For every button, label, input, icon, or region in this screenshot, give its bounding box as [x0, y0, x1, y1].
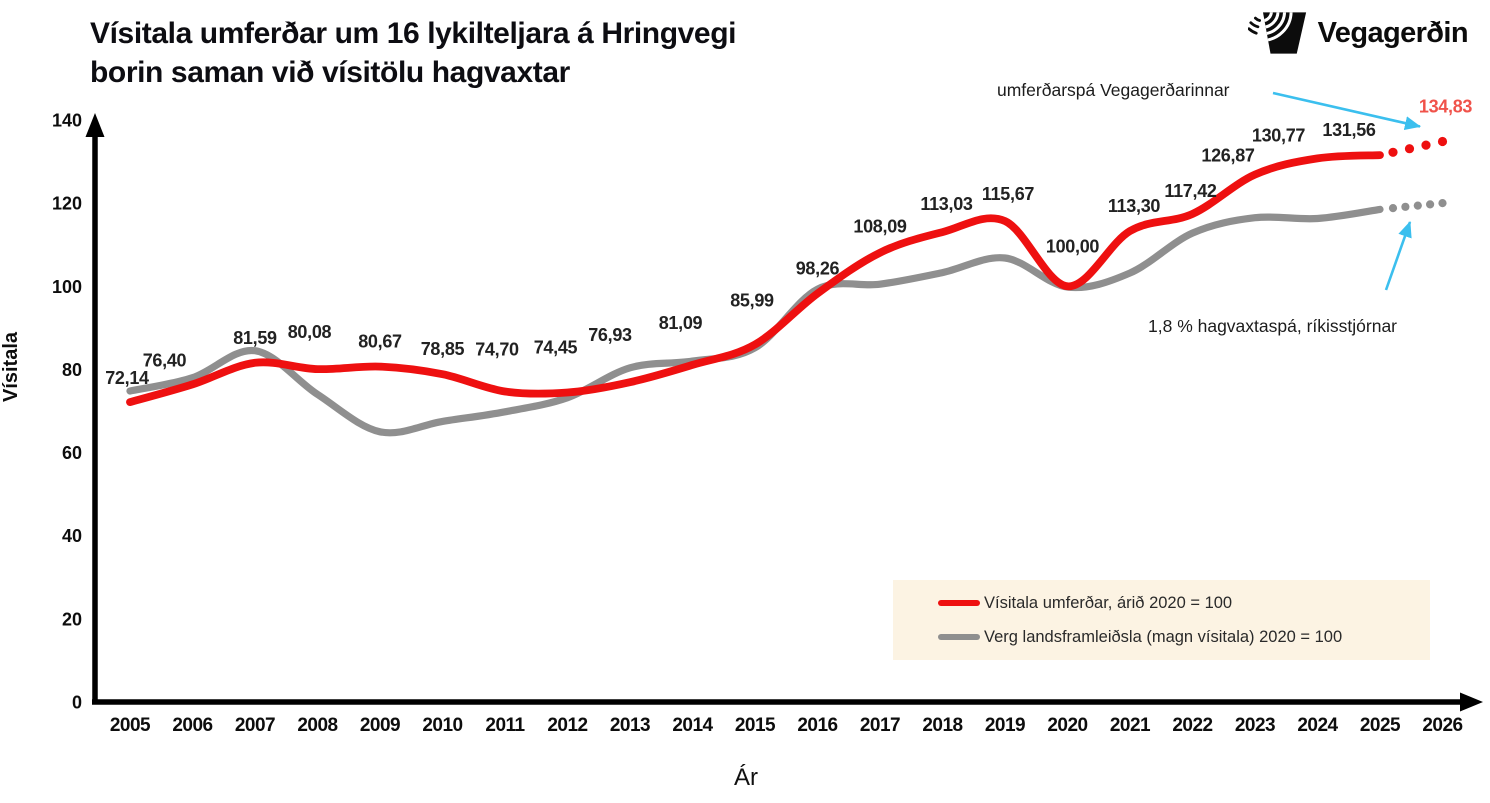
traffic-series-line [126, 151, 1384, 406]
data-label: 78,85 [421, 339, 465, 359]
x-tick-label: 2014 [672, 715, 713, 736]
y-tick-label: 80 [62, 360, 82, 380]
annotation-gdp-forecast: 1,8 % hagvaxtaspá, ríkisstjórnar [1148, 316, 1398, 336]
data-label: 126,87 [1201, 146, 1255, 166]
x-tick-label: 2009 [360, 715, 400, 736]
x-tick-label: 2019 [985, 715, 1025, 736]
x-tick-label: 2006 [172, 715, 212, 736]
data-label: 72,14 [105, 368, 149, 388]
y-tick-label: 120 [52, 194, 82, 214]
x-tick-label: 2015 [735, 715, 776, 736]
traffic-forecast-dot [1437, 136, 1448, 147]
gdp-forecast-dot [1413, 201, 1422, 210]
data-label: 117,42 [1164, 181, 1217, 201]
traffic-forecast-dot [1421, 140, 1431, 150]
data-label: 115,67 [982, 184, 1035, 204]
data-label: 81,59 [233, 328, 277, 348]
x-axis-title: Ár [734, 764, 758, 791]
x-tick-label: 2024 [1297, 715, 1338, 736]
annotation-traffic-forecast: umferðarspá Vegagerðarinnar [997, 80, 1230, 100]
data-label: 100,00 [1046, 236, 1100, 256]
gdp-forecast-dot [1388, 204, 1398, 213]
x-tick-label: 2010 [422, 715, 462, 736]
arrow-gdp-forecast [1384, 221, 1412, 291]
legend: Vísitala umferðar, árið 2020 = 100 Verg … [893, 580, 1430, 660]
data-label: 131,56 [1322, 120, 1376, 140]
gdp-forecast-dot [1401, 202, 1410, 211]
data-label: 98,26 [796, 259, 840, 279]
data-label: 113,30 [1108, 196, 1161, 216]
x-tick-label: 2020 [1047, 715, 1087, 736]
x-tick-label: 2017 [860, 715, 900, 736]
data-label: 76,93 [588, 325, 632, 345]
legend-label-gdp: Verg landsframleiðsla (magn vísitala) 20… [984, 627, 1343, 646]
x-tick-label: 2005 [110, 715, 151, 736]
brand-name: Vegagerðin [1317, 16, 1469, 49]
chart-title-line1: Vísitala umferðar um 16 lykilteljara á H… [90, 17, 737, 50]
chart-title-line2: borin saman við vísitölu hagvaxtar [90, 56, 570, 89]
gdp-forecast-dot [1426, 200, 1435, 209]
x-tick-label: 2021 [1110, 715, 1151, 736]
x-tick-label: 2007 [235, 715, 275, 736]
arrow-traffic-forecast [1272, 91, 1421, 130]
traffic-forecast-dot [1404, 144, 1415, 154]
data-label: 80,08 [288, 322, 332, 342]
legend-label-traffic: Vísitala umferðar, árið 2020 = 100 [984, 593, 1233, 612]
y-tick-label: 140 [52, 111, 82, 131]
x-tick-label: 2025 [1360, 715, 1401, 736]
forecast-value-label: 134,83 [1419, 96, 1473, 116]
y-tick-label: 20 [62, 609, 82, 629]
data-label: 130,77 [1252, 125, 1306, 145]
x-tick-label: 2026 [1422, 715, 1462, 736]
legend-swatch-gdp [938, 634, 980, 640]
data-label: 74,45 [534, 338, 578, 358]
data-label: 85,99 [730, 291, 774, 311]
legend-swatch-traffic [938, 600, 980, 606]
y-tick-label: 40 [62, 526, 82, 546]
x-tick-label: 2008 [297, 715, 337, 736]
x-axis-arrow [1460, 692, 1483, 712]
x-tick-label: 2011 [485, 715, 525, 736]
data-label: 74,70 [475, 339, 519, 359]
gdp-forecast-dot [1438, 199, 1447, 208]
legend-item-gdp: Verg landsframleiðsla (magn vísitala) 20… [938, 628, 1430, 647]
vegagerdin-logo-icon [1247, 12, 1306, 54]
x-tick-label: 2022 [1172, 715, 1212, 736]
legend-item-traffic: Vísitala umferðar, árið 2020 = 100 [938, 594, 1430, 613]
y-axis-title: Vísitala [0, 331, 22, 402]
data-label: 76,40 [143, 350, 187, 370]
chart-title: Vísitala umferðar um 16 lykilteljara á H… [90, 14, 736, 92]
x-tick-label: 2018 [922, 715, 962, 736]
x-tick-label: 2013 [610, 715, 650, 736]
y-tick-label: 0 [72, 693, 82, 713]
y-tick-label: 100 [52, 277, 82, 297]
data-label: 81,09 [659, 313, 703, 333]
data-label: 108,09 [853, 217, 907, 237]
x-tick-label: 2023 [1235, 715, 1275, 736]
traffic-forecast-dot [1388, 147, 1398, 157]
data-label: 113,03 [920, 194, 973, 214]
brand-logo: Vegagerðin [1247, 10, 1469, 56]
data-label: 80,67 [358, 332, 402, 352]
x-tick-label: 2012 [547, 715, 587, 736]
y-tick-label: 60 [62, 443, 82, 463]
x-tick-label: 2016 [797, 715, 837, 736]
y-axis-arrow [85, 113, 105, 137]
